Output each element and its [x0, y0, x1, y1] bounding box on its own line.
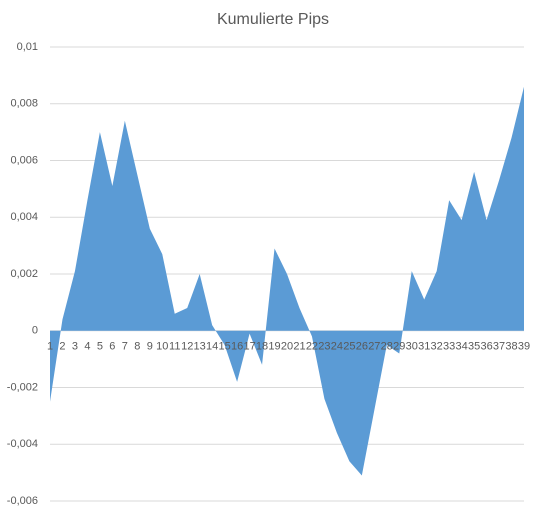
x-tick-label: 23 [318, 341, 330, 353]
x-tick-label: 33 [443, 341, 455, 353]
x-tick-label: 36 [480, 341, 492, 353]
x-tick-label: 10 [156, 341, 168, 353]
x-tick-label: 15 [219, 341, 231, 353]
y-tick-label: 0,006 [10, 154, 38, 166]
x-tick-label: 27 [368, 341, 380, 353]
x-tick-label: 13 [194, 341, 206, 353]
chart-title: Kumulierte Pips [217, 11, 329, 28]
x-tick-label: 22 [306, 341, 318, 353]
x-tick-label: 8 [134, 341, 140, 353]
x-tick-label: 30 [406, 341, 418, 353]
y-tick-label: -0,002 [7, 381, 38, 393]
x-tick-label: 1 [47, 341, 53, 353]
x-tick-label: 24 [331, 341, 343, 353]
y-tick-label: 0 [32, 325, 38, 337]
x-tick-label: 38 [505, 341, 517, 353]
x-tick-label: 2 [59, 341, 65, 353]
y-tick-label: -0,004 [7, 438, 38, 450]
x-tick-label: 29 [393, 341, 405, 353]
x-tick-label: 37 [493, 341, 505, 353]
x-tick-label: 18 [256, 341, 268, 353]
y-tick-label: 0,004 [10, 211, 38, 223]
x-tick-label: 17 [243, 341, 255, 353]
x-tick-label: 7 [122, 341, 128, 353]
x-tick-label: 11 [169, 341, 180, 353]
x-tick-label: 26 [356, 341, 368, 353]
y-tick-label: 0,01 [17, 41, 38, 53]
x-tick-label: 16 [231, 341, 243, 353]
x-tick-label: 34 [456, 341, 468, 353]
area [50, 86, 524, 476]
x-tick-label: 20 [281, 341, 293, 353]
x-tick-label: 9 [147, 341, 153, 353]
x-tick-label: 31 [418, 341, 430, 353]
x-tick-label: 25 [343, 341, 355, 353]
x-tick-label: 21 [293, 341, 305, 353]
x-tick-label: 19 [268, 341, 280, 353]
x-tick-label: 3 [72, 341, 78, 353]
x-tick-label: 6 [109, 341, 115, 353]
x-tick-label: 32 [431, 341, 443, 353]
x-tick-label: 5 [97, 341, 103, 353]
y-tick-label: -0,006 [7, 495, 38, 507]
x-tick-label: 14 [206, 341, 218, 353]
y-tick-label: 0,002 [10, 268, 38, 280]
x-tick-label: 12 [181, 341, 193, 353]
x-tick-label: 28 [381, 341, 393, 353]
x-tick-label: 39 [518, 341, 530, 353]
y-tick-label: 0,008 [10, 98, 38, 110]
x-tick-label: 4 [84, 341, 90, 353]
x-tick-label: 35 [468, 341, 480, 353]
